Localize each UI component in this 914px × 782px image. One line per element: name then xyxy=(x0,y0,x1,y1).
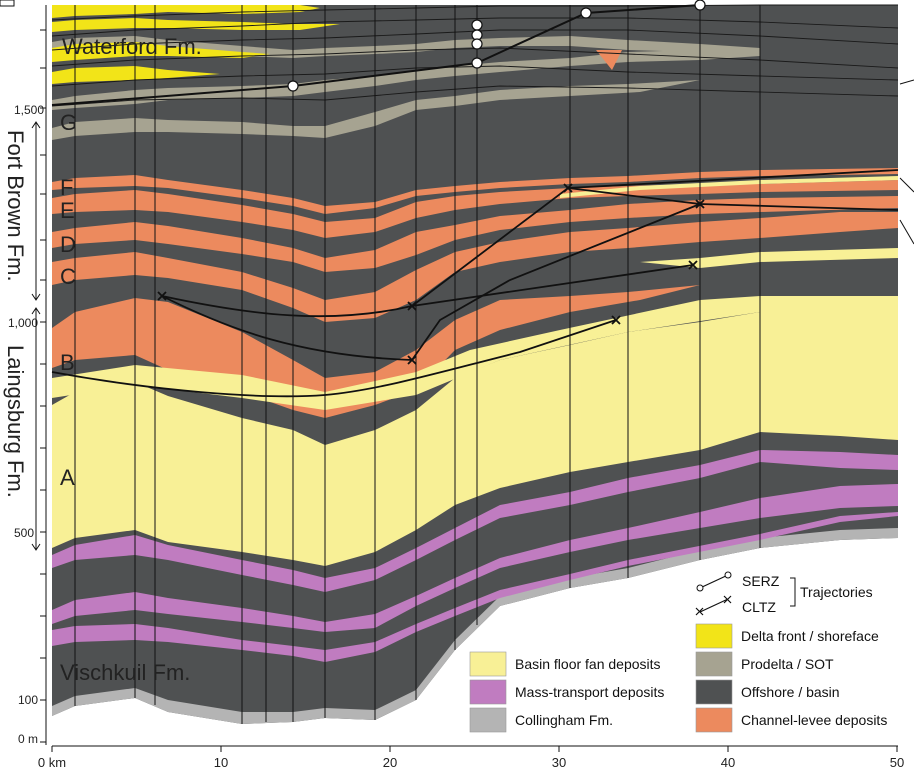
y-tick-100: 100 xyxy=(18,693,38,707)
offshore-swatch xyxy=(695,679,733,705)
prodelta-legend-label: Prodelta / SOT xyxy=(741,656,834,672)
unit-c-label: C xyxy=(60,264,76,289)
fort-brown-label: Fort Brown Fm. xyxy=(3,130,28,282)
collingham-legend-label: Collingham Fm. xyxy=(515,712,613,728)
serz-legend-label: SERZ xyxy=(742,573,780,589)
outcrop-ticks xyxy=(899,79,914,245)
y-tick-500: 500 xyxy=(14,526,34,540)
section-lines xyxy=(74,5,761,724)
basin-floor-legend-label: Basin floor fan deposits xyxy=(515,656,661,672)
y-tick-1000: 1,000 xyxy=(8,316,38,330)
unit-d-label: D xyxy=(60,232,76,257)
x-tick-50: 50 xyxy=(890,755,904,770)
channel-levee-waterford xyxy=(596,50,622,70)
cltz-legend-icon xyxy=(695,595,732,616)
cltz-legend-label: CLTZ xyxy=(742,599,776,615)
serz-legend-icon xyxy=(696,584,704,592)
cltz-trajectories xyxy=(51,169,899,398)
basin-floor-wedge-c xyxy=(640,248,898,268)
y-axis: 1,500 1,000 500 100 0 m xyxy=(8,5,47,746)
legend: SERZ CLTZ Trajectories Basin floor fan d… xyxy=(469,571,887,733)
y-tick-1500: 1,500 xyxy=(14,103,44,117)
basin-floor-fan-layer xyxy=(52,312,898,566)
unit-a-label: A xyxy=(60,465,75,490)
offshore-legend-label: Offshore / basin xyxy=(741,684,840,700)
collingham-swatch xyxy=(469,707,507,733)
unit-e-label: E xyxy=(60,198,75,223)
mass-transport-swatch xyxy=(469,679,507,705)
prodelta-swatch xyxy=(695,651,733,677)
basin-floor-swatch xyxy=(469,651,507,677)
unit-b-label: B xyxy=(60,350,75,375)
cltz-markers xyxy=(157,183,705,365)
serz-trajectory xyxy=(51,0,706,106)
channel-levee-legend-label: Channel-levee deposits xyxy=(741,712,887,728)
basin-floor-wedge-upper xyxy=(560,176,898,198)
legend-trajectories: SERZ CLTZ Trajectories xyxy=(695,571,873,616)
mass-transport-legend-label: Mass-transport deposits xyxy=(515,684,664,700)
channel-levee-upper xyxy=(52,168,898,322)
laingsburg-label: Laingsburg Fm. xyxy=(3,345,28,498)
x-tick-0: 0 km xyxy=(38,755,66,770)
x-tick-20: 20 xyxy=(383,755,397,770)
unit-labels: G F E D C B A xyxy=(60,110,77,490)
mass-transport-layers xyxy=(52,450,898,662)
basin-floor-wedge-b xyxy=(52,296,898,410)
collingham-layer xyxy=(52,528,898,724)
delta-front-swatch xyxy=(695,623,733,649)
waterford-label: Waterford Fm. xyxy=(62,34,202,59)
x-tick-10: 10 xyxy=(214,755,228,770)
x-axis: 0 km 10 20 30 40 50 xyxy=(38,745,904,770)
delta-front-legend-label: Delta front / shoreface xyxy=(741,628,879,644)
unit-f-label: F xyxy=(60,175,73,200)
trajectories-legend-label: Trajectories xyxy=(800,584,873,600)
unit-g-label: G xyxy=(60,110,77,135)
channel-levee-b xyxy=(52,285,700,418)
vischkuil-label: Vischkuil Fm. xyxy=(60,660,190,685)
panel-corner-box xyxy=(0,0,15,7)
x-tick-30: 30 xyxy=(552,755,566,770)
channel-levee-swatch xyxy=(695,707,733,733)
y-tick-0: 0 m xyxy=(18,732,38,746)
x-tick-40: 40 xyxy=(721,755,735,770)
formation-range-arrows xyxy=(31,121,41,551)
